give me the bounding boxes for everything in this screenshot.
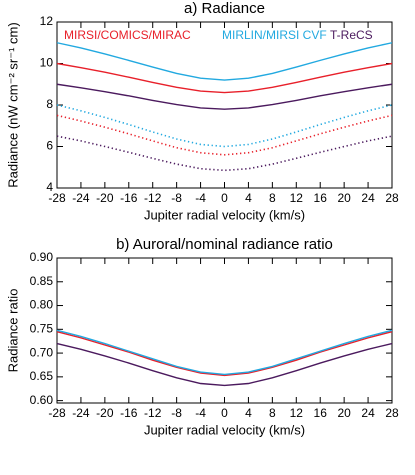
y-tick-label: 6 xyxy=(46,139,53,153)
series-line xyxy=(56,331,393,377)
x-axis-label: Jupiter radial velocity (km/s) xyxy=(144,207,305,222)
x-tick-label: 8 xyxy=(269,406,276,420)
y-tick-label: 12 xyxy=(40,14,54,28)
x-tick-label: -28 xyxy=(48,191,66,205)
y-tick-label: 0.60 xyxy=(30,393,54,407)
y-tick-label: 4 xyxy=(46,180,53,194)
x-tick-label: -20 xyxy=(96,406,114,420)
chart-title: b) Auroral/nominal radiance ratio xyxy=(116,236,333,253)
series-line xyxy=(56,342,393,387)
y-tick-label: 10 xyxy=(40,56,54,70)
x-tick-label: 8 xyxy=(269,191,276,205)
plot-frame xyxy=(56,21,393,189)
series-line xyxy=(56,104,393,148)
y-tick-label: 8 xyxy=(46,97,53,111)
x-tick-label: -16 xyxy=(120,191,138,205)
x-tick-label: 12 xyxy=(290,191,304,205)
x-tick-label: -24 xyxy=(72,191,90,205)
x-tick-label: 28 xyxy=(385,191,399,205)
x-tick-label: 12 xyxy=(290,406,304,420)
x-tick-label: -20 xyxy=(96,191,114,205)
series-line xyxy=(56,114,393,156)
x-axis-label: Jupiter radial velocity (km/s) xyxy=(144,422,305,437)
x-tick-label: 20 xyxy=(337,191,351,205)
x-tick-label: -16 xyxy=(120,406,138,420)
chart-title: a) Radiance xyxy=(184,0,265,17)
series-line xyxy=(56,135,393,172)
x-tick-label: -12 xyxy=(144,406,162,420)
legend-entry: MIRSI/COMICS/MIRAC xyxy=(64,28,191,42)
series-line xyxy=(56,62,393,94)
legend-entry: T-ReCS xyxy=(330,28,373,42)
x-tick-label: 20 xyxy=(337,406,351,420)
y-tick-label: 0.70 xyxy=(30,345,54,359)
y-axis-label: Radiance (nW cm⁻² sr⁻¹ cm) xyxy=(5,22,20,187)
x-tick-label: 24 xyxy=(361,191,375,205)
x-tick-label: -24 xyxy=(72,406,90,420)
x-tick-label: 16 xyxy=(314,406,328,420)
y-tick-label: 0.65 xyxy=(30,369,54,383)
x-tick-label: 4 xyxy=(245,406,252,420)
x-tick-label: 0 xyxy=(221,406,228,420)
series-line xyxy=(56,83,393,110)
x-tick-label: -28 xyxy=(48,406,66,420)
x-tick-label: -4 xyxy=(195,406,206,420)
series-line xyxy=(56,329,393,376)
series-line xyxy=(56,42,393,81)
x-tick-label: -12 xyxy=(144,191,162,205)
x-tick-label: -8 xyxy=(171,406,182,420)
x-tick-label: 0 xyxy=(221,191,228,205)
x-tick-label: 24 xyxy=(361,406,375,420)
x-tick-label: 4 xyxy=(245,191,252,205)
y-tick-label: 0.80 xyxy=(30,298,54,312)
y-tick-label: 0.90 xyxy=(30,250,54,264)
x-tick-label: 28 xyxy=(385,406,399,420)
legend-entry: MIRLIN/MIRSI CVF xyxy=(222,28,327,42)
x-tick-label: 16 xyxy=(314,191,328,205)
y-tick-label: 0.85 xyxy=(30,274,54,288)
x-tick-label: -8 xyxy=(171,191,182,205)
x-tick-label: -4 xyxy=(195,191,206,205)
y-axis-label: Radiance ratio xyxy=(5,289,20,373)
y-tick-label: 0.75 xyxy=(30,321,54,335)
plot-frame xyxy=(56,257,393,404)
